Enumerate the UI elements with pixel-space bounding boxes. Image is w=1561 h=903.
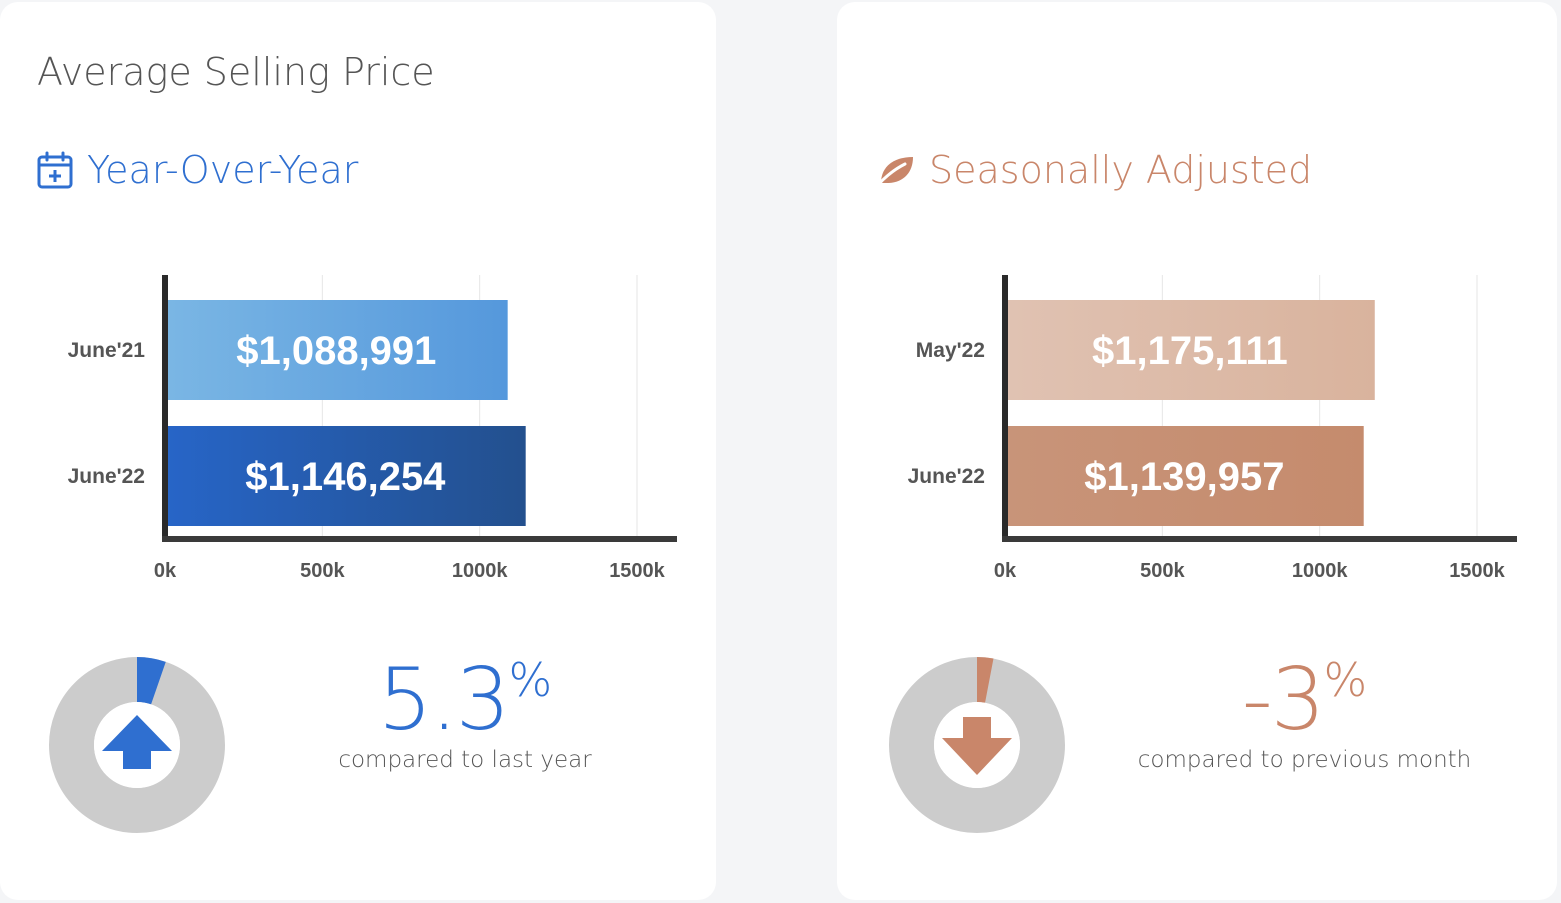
category-label: June'21: [68, 339, 146, 362]
sa-donut-svg: [889, 657, 1065, 833]
x-tick-label: 500k: [1140, 560, 1185, 582]
sa-change: -3% compared to previous month: [1117, 653, 1492, 773]
page-title: Average Selling Price: [37, 50, 435, 94]
yoy-title-text: Year-Over-Year: [87, 148, 359, 192]
x-tick-label: 1500k: [609, 560, 665, 582]
yoy-change-percent-sign: %: [508, 653, 553, 707]
category-label: June'22: [68, 465, 145, 488]
sa-change-value: -3: [1241, 650, 1326, 750]
arrow-up-icon: [102, 715, 172, 769]
bar-value-label: $1,175,111: [1092, 329, 1288, 373]
x-tick-label: 500k: [300, 560, 345, 582]
x-tick-label: 0k: [154, 560, 177, 582]
yoy-change-value: 5.3: [377, 650, 511, 750]
sa-card: Seasonally Adjusted $1,175,111 May'22 $1,1…: [837, 2, 1557, 900]
yoy-change-caption: compared to last year: [338, 747, 592, 773]
donut-segment: [137, 657, 166, 705]
yoy-bar-chart: $1,088,991 June'21 $1,146,254 June'22 0k 500k…: [0, 252, 716, 592]
donut-segment: [977, 657, 994, 703]
sa-section-title: Seasonally Adjusted: [875, 145, 1312, 195]
yoy-section-title: Year-Over-Year: [37, 145, 358, 195]
bar: [168, 300, 508, 400]
sa-change-donut: [888, 656, 1066, 839]
category-label: June'22: [908, 465, 985, 488]
bar-value-label: $1,139,957: [1084, 455, 1284, 499]
sa-change-percent-sign: %: [1323, 653, 1368, 707]
leaf-icon: [875, 157, 913, 187]
bar-value-label: $1,088,991: [236, 329, 436, 373]
sa-chart-svg: $1,175,111 May'22 $1,139,957 June'22 0k 500k 1…: [908, 275, 1517, 582]
x-tick-label: 1500k: [1449, 560, 1505, 582]
yoy-donut-svg: [49, 657, 225, 833]
arrow-down-icon: [942, 717, 1012, 775]
sa-change-caption: compared to previous month: [1137, 747, 1472, 773]
yoy-change: 5.3% compared to last year: [300, 653, 630, 773]
calendar-plus-icon: [37, 151, 73, 189]
bar: [168, 426, 526, 526]
sa-title-text: Seasonally Adjusted: [929, 148, 1313, 192]
x-tick-label: 1000k: [1292, 560, 1348, 582]
bar: [1008, 426, 1364, 526]
x-tick-label: 0k: [994, 560, 1017, 582]
x-tick-label: 1000k: [452, 560, 508, 582]
yoy-change-donut: [48, 656, 226, 839]
sa-bar-chart: $1,175,111 May'22 $1,139,957 June'22 0k 500k 1…: [837, 252, 1557, 592]
bar-value-label: $1,146,254: [245, 455, 446, 499]
yoy-chart-svg: $1,088,991 June'21 $1,146,254 June'22 0k 500k…: [68, 275, 677, 582]
yoy-card: Average Selling Price Year-Over-Year $1,…: [0, 2, 716, 900]
bar: [1008, 300, 1375, 400]
category-label: May'22: [916, 339, 985, 362]
